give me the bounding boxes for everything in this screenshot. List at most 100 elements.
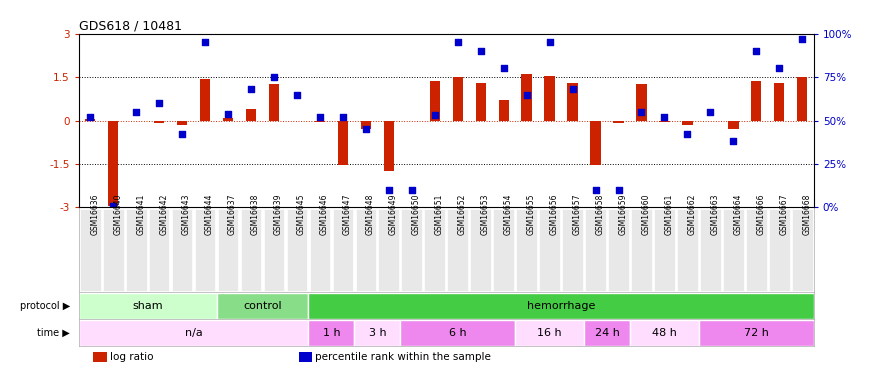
FancyBboxPatch shape	[723, 209, 744, 291]
Point	[221, 111, 235, 117]
Point	[130, 109, 144, 115]
FancyBboxPatch shape	[608, 209, 629, 291]
FancyBboxPatch shape	[310, 209, 330, 291]
Text: GSM16639: GSM16639	[274, 194, 283, 235]
Text: control: control	[243, 301, 282, 311]
Bar	[591, 121, 601, 165]
Text: GSM16666: GSM16666	[756, 194, 766, 235]
Text: sham: sham	[132, 301, 163, 311]
Text: GSM16654: GSM16654	[504, 194, 513, 235]
Text: n/a: n/a	[185, 328, 202, 338]
Text: GSM16655: GSM16655	[527, 194, 536, 235]
Bar	[360, 121, 371, 129]
Bar	[246, 109, 256, 121]
Text: 3 h: 3 h	[368, 328, 386, 338]
Bar	[401, 320, 515, 346]
Text: 1 h: 1 h	[323, 328, 340, 338]
Text: GSM16642: GSM16642	[159, 194, 168, 235]
Point	[175, 132, 189, 138]
Text: GSM16664: GSM16664	[733, 194, 742, 235]
Text: GSM16641: GSM16641	[136, 194, 145, 235]
FancyBboxPatch shape	[241, 209, 262, 291]
Text: GSM16658: GSM16658	[596, 194, 605, 235]
Text: GSM16638: GSM16638	[251, 194, 260, 235]
Bar	[94, 352, 107, 362]
Bar	[108, 121, 118, 206]
FancyBboxPatch shape	[471, 209, 491, 291]
Text: GDS618 / 10481: GDS618 / 10481	[79, 20, 182, 33]
Point	[565, 86, 579, 92]
Text: GSM16653: GSM16653	[480, 194, 490, 235]
Text: percentile rank within the sample: percentile rank within the sample	[315, 352, 491, 362]
Point	[634, 109, 648, 115]
Point	[589, 187, 603, 193]
Bar	[315, 121, 326, 122]
FancyBboxPatch shape	[447, 209, 468, 291]
FancyBboxPatch shape	[218, 209, 238, 291]
Bar	[269, 84, 279, 121]
Bar	[338, 121, 348, 165]
Bar	[430, 81, 440, 121]
Point	[773, 66, 787, 72]
Point	[681, 132, 695, 138]
Point	[612, 187, 626, 193]
Point	[83, 114, 97, 120]
Text: time ▶: time ▶	[37, 328, 70, 338]
Text: GSM16668: GSM16668	[802, 194, 811, 235]
Bar	[774, 83, 785, 121]
Point	[451, 39, 465, 45]
Point	[290, 92, 304, 98]
FancyBboxPatch shape	[195, 209, 215, 291]
Bar	[567, 83, 578, 121]
FancyBboxPatch shape	[746, 209, 766, 291]
Text: 6 h: 6 h	[449, 328, 466, 338]
Bar	[217, 293, 309, 319]
FancyBboxPatch shape	[585, 209, 605, 291]
Text: GSM16657: GSM16657	[572, 194, 582, 235]
Text: GSM16662: GSM16662	[688, 194, 696, 235]
FancyBboxPatch shape	[424, 209, 445, 291]
FancyBboxPatch shape	[379, 209, 399, 291]
Bar	[797, 77, 808, 121]
Point	[428, 112, 442, 118]
FancyBboxPatch shape	[654, 209, 675, 291]
Text: GSM16661: GSM16661	[664, 194, 674, 235]
Bar	[515, 320, 584, 346]
FancyBboxPatch shape	[355, 209, 376, 291]
Bar	[177, 121, 187, 125]
Point	[473, 48, 487, 54]
Text: 48 h: 48 h	[652, 328, 677, 338]
Bar	[699, 320, 814, 346]
Text: GSM16637: GSM16637	[228, 194, 237, 235]
Bar	[751, 81, 761, 121]
Text: GSM16651: GSM16651	[435, 194, 444, 235]
Bar	[475, 83, 486, 121]
Bar	[200, 79, 210, 121]
Bar	[522, 74, 532, 121]
Point	[726, 138, 740, 144]
FancyBboxPatch shape	[493, 209, 514, 291]
Point	[497, 66, 511, 72]
Text: GSM16663: GSM16663	[710, 194, 719, 235]
Bar	[613, 121, 624, 123]
FancyBboxPatch shape	[103, 209, 123, 291]
Bar	[452, 77, 463, 121]
Bar	[354, 320, 401, 346]
Bar	[584, 320, 630, 346]
FancyBboxPatch shape	[172, 209, 192, 291]
Point	[542, 39, 556, 45]
Bar	[309, 320, 354, 346]
Bar	[299, 352, 312, 362]
FancyBboxPatch shape	[792, 209, 813, 291]
Text: 16 h: 16 h	[537, 328, 562, 338]
Text: GSM16636: GSM16636	[90, 194, 99, 235]
Text: 24 h: 24 h	[595, 328, 619, 338]
Text: GSM16659: GSM16659	[619, 194, 627, 235]
FancyBboxPatch shape	[700, 209, 721, 291]
Point	[405, 187, 419, 193]
Bar	[636, 84, 647, 121]
Point	[749, 48, 763, 54]
Point	[106, 202, 120, 208]
FancyBboxPatch shape	[631, 209, 652, 291]
Point	[313, 114, 327, 120]
